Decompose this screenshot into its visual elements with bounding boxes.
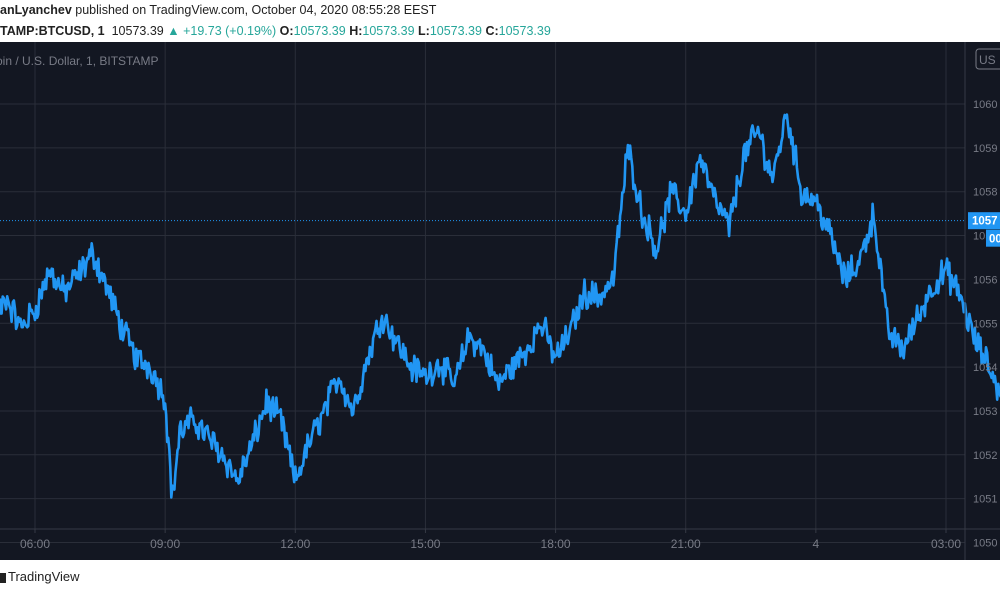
price-change: ▲ +19.73 (+0.19%) <box>167 24 277 38</box>
time-tick-label: 09:00 <box>150 537 180 551</box>
tradingview-logo-icon <box>0 572 6 583</box>
time-tick-label: 06:00 <box>20 537 50 551</box>
price-tick-label: 1054 <box>973 362 997 374</box>
vertical-grid <box>34 42 947 529</box>
time-tick-label: 4 <box>813 537 820 551</box>
symbol-label[interactable]: TAMP:BTCUSD, 1 <box>0 24 105 38</box>
time-tick-label: 03:00 <box>931 537 961 551</box>
price-tag <box>968 212 1000 230</box>
footer: TradingView <box>0 562 1000 592</box>
price-tag-value: 1057 <box>972 216 998 228</box>
price-axis-labels[interactable]: 1050 1051 1052 1053 1054 1055 1056 1057 1058 1059… <box>973 99 997 550</box>
ohlc-bar: TAMP:BTCUSD, 1 10573.39 ▲ +19.73 (+0.19%… <box>0 21 1000 42</box>
published-text: published on TradingView.com, October 04… <box>75 3 437 17</box>
price-tick-label: 1055 <box>973 318 997 330</box>
price-chart[interactable]: 1050 1051 1052 1053 1054 1055 1056 1057 1058 1059… <box>0 42 1000 560</box>
close-value: 10573.39 <box>498 24 551 38</box>
price-tick-label: 1053 <box>973 406 997 418</box>
last-price: 10573.39 <box>111 24 164 38</box>
price-tick-label: 1058 <box>973 187 997 199</box>
low-label: L: <box>418 24 430 38</box>
price-tick-label: 1059 <box>973 143 997 155</box>
currency-button[interactable]: US <box>979 53 996 67</box>
publish-info-bar: anLyanchev published on TradingView.com,… <box>0 0 1000 21</box>
price-tick-label: 1052 <box>973 450 997 462</box>
chart-area[interactable]: 1050 1051 1052 1053 1054 1055 1056 1057 1058 1059… <box>0 42 1000 560</box>
series-legend: oin / U.S. Dollar, 1, BITSTAMP <box>0 54 159 68</box>
horizontal-grid <box>0 103 965 543</box>
time-tick-label: 21:00 <box>671 537 701 551</box>
price-tick-label: 1060 <box>973 99 997 111</box>
time-tick-label: 18:00 <box>541 537 571 551</box>
close-label: C: <box>485 24 499 38</box>
price-line <box>0 113 1000 499</box>
time-tick-label: 12:00 <box>280 537 310 551</box>
price-tick-label: 1050 <box>973 538 997 550</box>
time-axis-labels[interactable]: 06:0009:0012:0015:0018:0021:00403:0006:0… <box>20 529 1000 551</box>
author-name[interactable]: anLyanchev <box>0 3 72 17</box>
open-value: 10573.39 <box>293 24 346 38</box>
high-value: 10573.39 <box>362 24 415 38</box>
price-tick-label: 1051 <box>973 494 997 506</box>
high-label: H: <box>349 24 363 38</box>
price-tick-label: 1056 <box>973 274 997 286</box>
low-value: 10573.39 <box>429 24 482 38</box>
countdown-tag <box>986 229 1000 247</box>
footer-brand[interactable]: TradingView <box>8 569 80 584</box>
open-label: O: <box>279 24 294 38</box>
currency-button-bg[interactable] <box>975 48 1000 70</box>
time-tick-label: 15:00 <box>410 537 440 551</box>
countdown-value: 00 <box>989 234 1000 246</box>
